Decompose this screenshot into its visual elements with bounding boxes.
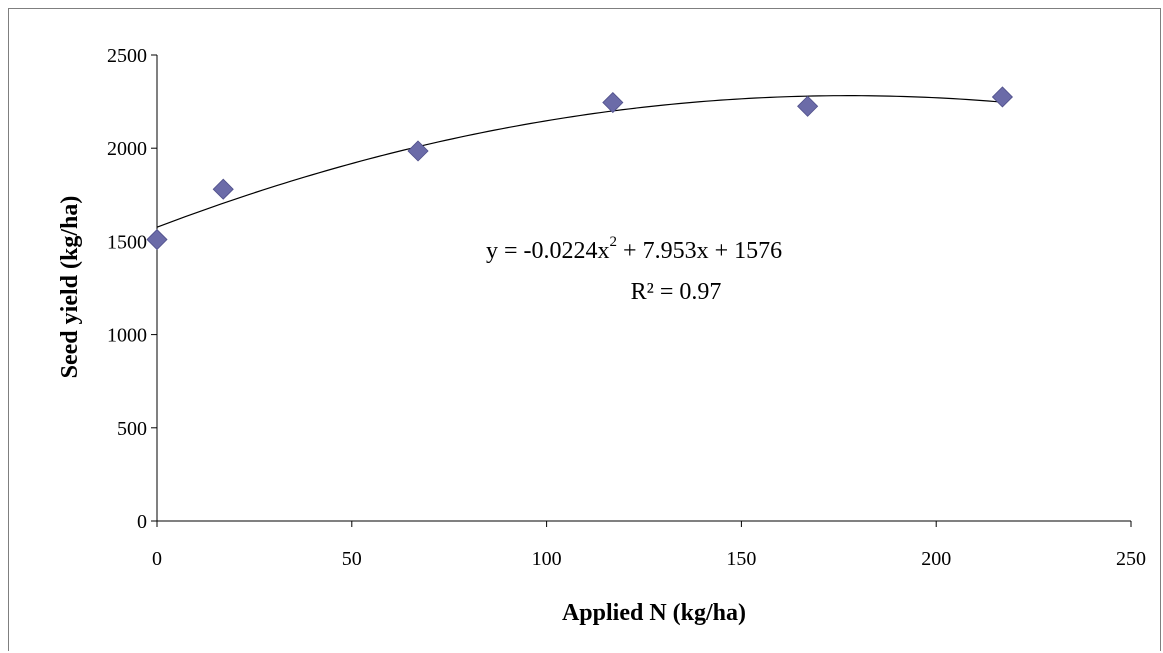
data-points <box>146 86 1013 251</box>
axes <box>156 55 1131 522</box>
x-axis-title: Applied N (kg/ha) <box>562 600 746 626</box>
x-tick-label: 150 <box>726 548 756 570</box>
data-point <box>991 86 1013 108</box>
equation-exponent: 2 <box>610 234 618 250</box>
y-tick-label: 500 <box>117 418 147 440</box>
y-axis-title: Seed yield (kg/ha) <box>57 196 83 379</box>
x-tick-label: 100 <box>532 548 562 570</box>
y-tick-label: 2500 <box>107 45 147 67</box>
equation-prefix: y = -0.0224x <box>486 238 610 264</box>
y-tick-label: 0 <box>137 511 147 533</box>
y-tick-label: 1000 <box>107 325 147 347</box>
x-tick-label: 50 <box>342 548 362 570</box>
data-point <box>146 228 168 251</box>
x-tick-label: 200 <box>921 548 951 570</box>
x-ticks: 0 50 100 150 200 250 <box>152 521 1146 570</box>
data-point <box>407 140 429 162</box>
y-tick-label: 1500 <box>107 231 147 253</box>
r-squared-label: R² = 0.97 <box>631 279 722 305</box>
data-point <box>602 91 624 114</box>
chart-frame <box>8 8 1161 651</box>
trendline <box>156 95 1003 228</box>
equation-label: y = -0.0224x2 + 7.953x + 1576 <box>486 234 782 264</box>
data-point <box>797 95 819 117</box>
x-tick-label: 250 <box>1116 548 1146 570</box>
y-ticks: 0 500 1000 1500 2000 2500 <box>107 45 157 533</box>
equation-suffix: + 7.953x + 1576 <box>617 238 782 264</box>
y-tick-label: 2000 <box>107 138 147 160</box>
x-tick-label: 0 <box>152 548 162 570</box>
data-point <box>212 178 234 200</box>
